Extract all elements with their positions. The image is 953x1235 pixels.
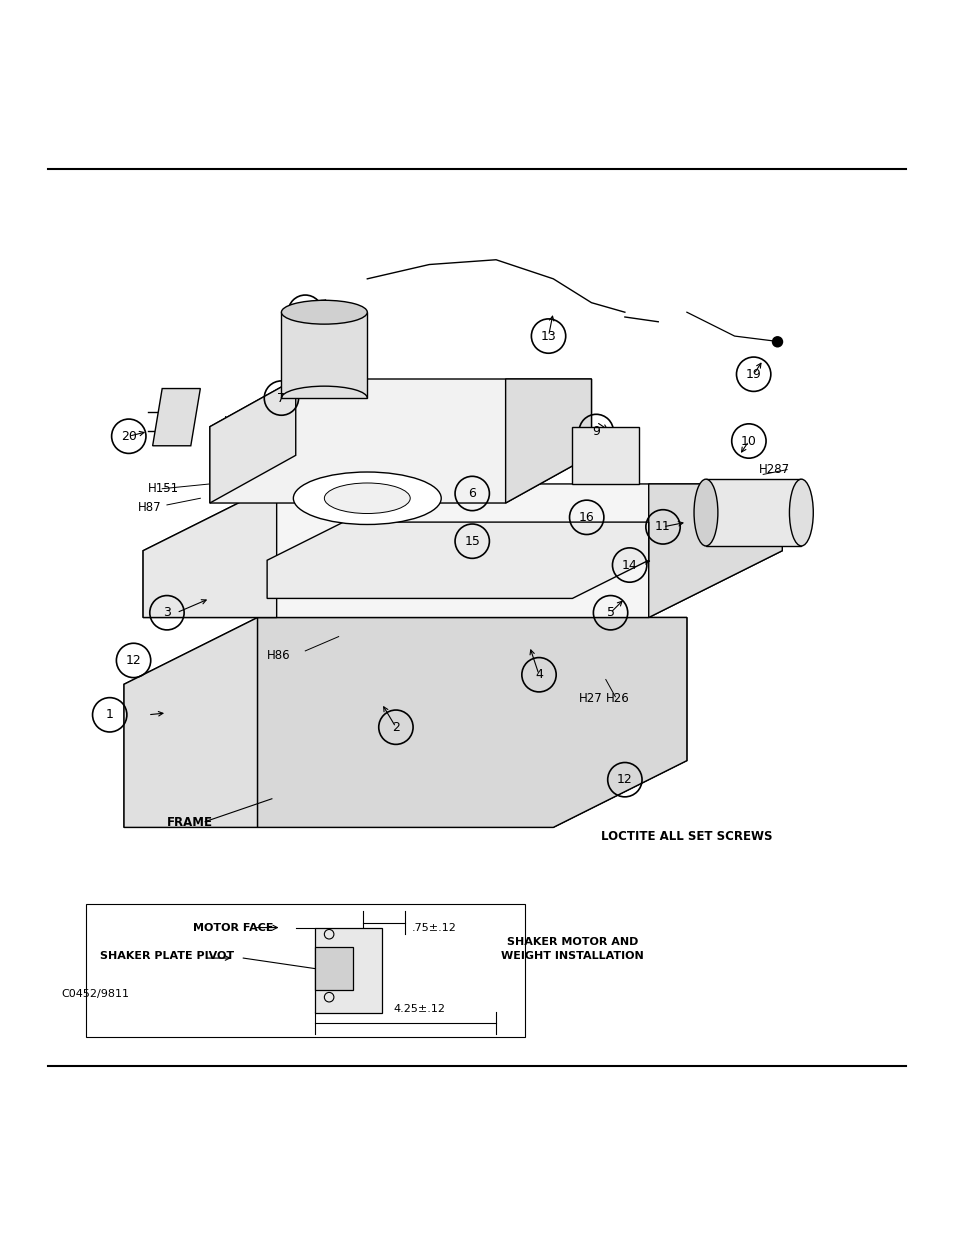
Text: 8: 8 <box>301 306 309 319</box>
Text: H72: H72 <box>472 391 496 405</box>
Ellipse shape <box>693 479 717 546</box>
Text: H27: H27 <box>578 692 602 705</box>
Polygon shape <box>648 484 781 618</box>
Text: H287: H287 <box>758 463 789 477</box>
Text: 2: 2 <box>392 721 399 734</box>
Text: H26: H26 <box>538 401 562 414</box>
Text: H86: H86 <box>267 650 291 662</box>
Polygon shape <box>314 947 353 989</box>
Polygon shape <box>143 484 276 618</box>
Polygon shape <box>210 379 295 503</box>
Text: 12: 12 <box>126 653 141 667</box>
Ellipse shape <box>789 479 812 546</box>
Text: 15: 15 <box>464 535 479 547</box>
Text: C0452/9811: C0452/9811 <box>61 989 130 999</box>
Text: H151: H151 <box>148 482 179 495</box>
Polygon shape <box>210 379 591 503</box>
Text: 4.25±.12: 4.25±.12 <box>394 1004 445 1014</box>
Polygon shape <box>267 522 648 599</box>
Polygon shape <box>281 312 367 398</box>
Text: 19: 19 <box>745 368 760 380</box>
Text: 1: 1 <box>106 709 113 721</box>
Polygon shape <box>124 618 686 827</box>
Text: 13: 13 <box>540 330 556 342</box>
Polygon shape <box>314 927 381 1014</box>
Polygon shape <box>257 618 686 827</box>
Text: 10: 10 <box>740 435 756 447</box>
Polygon shape <box>124 618 257 827</box>
Text: 16: 16 <box>578 511 594 524</box>
Text: H44: H44 <box>710 558 734 572</box>
Polygon shape <box>152 389 200 446</box>
Text: 20: 20 <box>121 430 136 442</box>
Ellipse shape <box>324 483 410 514</box>
Text: 9: 9 <box>592 425 599 438</box>
Polygon shape <box>143 484 781 618</box>
Text: H87: H87 <box>138 501 162 514</box>
Text: WEIGHT INSTALLATION: WEIGHT INSTALLATION <box>500 951 643 961</box>
Text: SHAKER MOTOR AND: SHAKER MOTOR AND <box>506 937 638 947</box>
Text: 14: 14 <box>621 558 637 572</box>
Text: FRAME: FRAME <box>167 816 213 829</box>
Text: 3: 3 <box>163 606 171 619</box>
Text: H26: H26 <box>605 692 629 705</box>
Circle shape <box>771 336 782 347</box>
Text: 7: 7 <box>277 391 285 405</box>
Text: 5: 5 <box>606 606 614 619</box>
Text: 12: 12 <box>617 773 632 787</box>
Text: H44: H44 <box>224 415 248 429</box>
Text: H288: H288 <box>677 558 707 572</box>
Text: LOCTITE ALL SET SCREWS: LOCTITE ALL SET SCREWS <box>600 830 772 844</box>
Polygon shape <box>705 479 801 546</box>
Text: MOTOR FACE: MOTOR FACE <box>193 923 274 932</box>
Text: .75±.12: .75±.12 <box>411 923 456 932</box>
Text: 4: 4 <box>535 668 542 682</box>
Text: 11: 11 <box>655 520 670 534</box>
Polygon shape <box>505 379 591 503</box>
Ellipse shape <box>294 472 440 525</box>
Polygon shape <box>572 427 639 484</box>
Text: H46: H46 <box>186 540 210 552</box>
Text: 6: 6 <box>468 487 476 500</box>
Ellipse shape <box>281 300 367 324</box>
Text: SHAKER PLATE PIVOT: SHAKER PLATE PIVOT <box>100 951 233 961</box>
Text: H15: H15 <box>510 391 534 405</box>
